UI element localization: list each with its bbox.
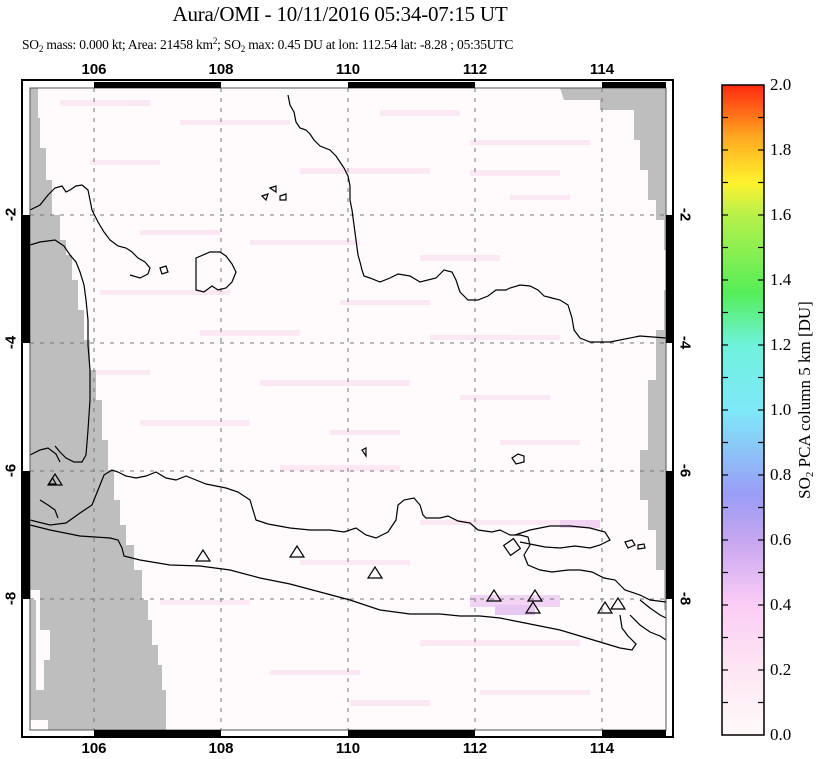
colorbar-tick-label: 1.2: [770, 335, 792, 354]
colorbar-ticks: [722, 116, 764, 704]
colorbar-tick-label: 1.0: [770, 400, 792, 419]
city-marker-icon: [502, 537, 522, 557]
colorbar-tick-label: 1.4: [770, 270, 792, 289]
volcano-icon: [288, 544, 306, 558]
lat-label-right: -8: [676, 591, 694, 606]
lat-label-right: -4: [676, 335, 694, 350]
volcano-icon: [46, 472, 64, 486]
colorbar-tick-label: 1.8: [770, 140, 792, 159]
lat-label-left: -4: [2, 335, 20, 350]
volcano-icon: [596, 600, 614, 614]
graticule: [30, 88, 666, 730]
max-text: max: 0.45 DU at lon: 112.54 lat: -8.28 ;…: [245, 37, 514, 52]
lon-label-top: 106: [81, 61, 107, 78]
lon-label-bottom: 110: [335, 740, 361, 757]
colorbar-title: SO2 PCA column 5 km [DU]: [795, 270, 817, 530]
map-subtitle: SO2 mass: 0.000 kt; Area: 21458 km2; SO2…: [22, 36, 513, 54]
colorbar-tick-label: 0.0: [770, 725, 792, 744]
lat-label-right: -2: [676, 207, 694, 222]
volcano-icon: [524, 600, 542, 614]
lon-label-bottom: 108: [208, 740, 234, 757]
lon-label-top: 110: [335, 61, 361, 78]
so2-subscript: 2: [38, 44, 44, 54]
colorbar-title-rest: PCA column 5 km [DU]: [795, 301, 814, 472]
lon-label-bottom: 112: [462, 740, 488, 757]
colorbar-tick-label: 1.6: [770, 205, 792, 224]
colorbar-title-subscript: 2: [804, 471, 816, 478]
map-title: Aura/OMI - 10/11/2016 05:34-07:15 UT: [172, 2, 508, 26]
so2-noise-streaks: [60, 100, 590, 706]
area-superscript: 2: [212, 36, 218, 46]
volcano-icon: [609, 596, 627, 610]
so2-label: SO: [22, 37, 39, 52]
lon-label-top: 114: [589, 61, 615, 78]
lat-label-right: -6: [676, 463, 694, 478]
lon-label-top: 108: [208, 61, 234, 78]
lat-label-left: -2: [2, 207, 20, 222]
volcano-icon: [366, 565, 384, 579]
so2-label-2: ; SO: [217, 37, 241, 52]
colorbar-tick-label: 0.2: [770, 660, 792, 679]
volcano-icon: [485, 588, 503, 602]
colorbar-tick-label: 0.6: [770, 530, 792, 549]
colorbar-title-so: SO: [795, 477, 814, 499]
lat-label-left: -6: [2, 463, 20, 478]
lon-label-bottom: 106: [81, 740, 107, 757]
volcano-icon: [194, 548, 212, 562]
coastlines: [30, 94, 666, 651]
lat-label-left: -8: [2, 591, 20, 606]
lon-label-top: 112: [462, 61, 488, 78]
colorbar-tick-label: 2.0: [770, 75, 792, 94]
lon-label-bottom: 114: [589, 740, 615, 757]
volcano-icon: [526, 588, 544, 602]
volcano-markers: [46, 472, 627, 614]
no-data-regions: [30, 88, 666, 730]
axis-bars: [23, 82, 673, 736]
colorbar-tick-label: 0.8: [770, 465, 792, 484]
colorbar: [721, 84, 765, 736]
colorbar-tick-label: 0.4: [770, 595, 792, 614]
so2-max-patch: [470, 520, 600, 615]
mass-area-text: mass: 0.000 kt; Area: 21458 km: [43, 37, 213, 52]
so2-subscript-2: 2: [240, 44, 246, 54]
